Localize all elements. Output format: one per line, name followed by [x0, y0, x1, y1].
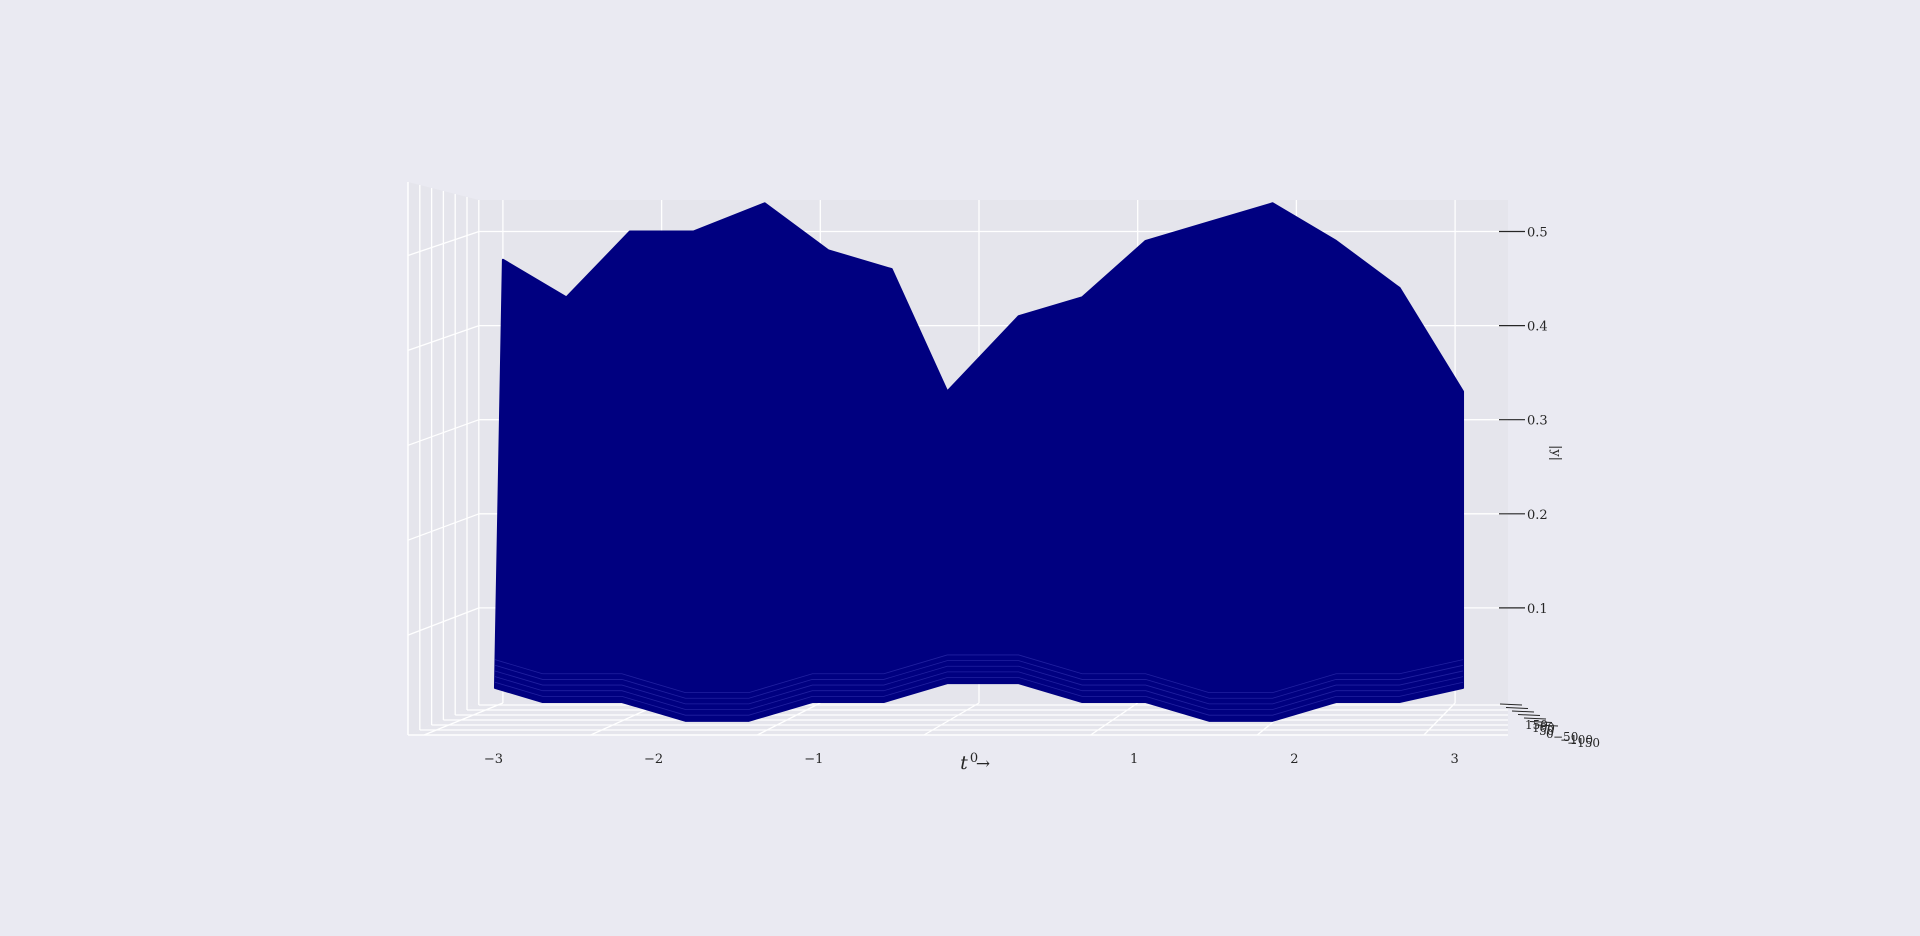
surface-mesh-line [494, 677, 1464, 716]
z-tick-label: 0.3 [1527, 414, 1548, 429]
z-tick-label: 0.5 [1527, 226, 1548, 241]
x-tick-label: 3 [1450, 752, 1458, 767]
x-axis-arrow: → [976, 754, 990, 774]
depth-tick-mark [1517, 714, 1541, 716]
depth-tick-label: 100 [1532, 721, 1555, 735]
z-tick-label: 0.2 [1527, 508, 1548, 523]
x-axis-label: t [960, 752, 968, 774]
depth-tick-label: −50 [1553, 730, 1578, 744]
z-ticks: 0.1 0.2 0.3 0.4 0.5 [1499, 226, 1548, 617]
depth-tick-label: −100 [1560, 733, 1593, 747]
depth-tick-mark [1499, 703, 1523, 706]
depth-tick-mark [1523, 717, 1547, 720]
x-tick-label: 0 [970, 751, 978, 766]
x-tick-label: −3 [484, 752, 503, 767]
surface-mesh-line [494, 660, 1464, 699]
x-tick-label: −1 [804, 752, 823, 767]
depth-tick-mark [1529, 721, 1553, 723]
x-tick-label: −2 [644, 752, 663, 767]
depth-tick-label: 50 [1539, 724, 1554, 738]
surface-mesh-line [494, 665, 1464, 705]
z-tick-label: 0.1 [1527, 602, 1548, 617]
depth-tick-mark [1535, 724, 1559, 727]
z-tick-label: 0.4 [1527, 320, 1548, 335]
surface-body [493, 202, 1465, 722]
surface-mesh [493, 202, 1465, 722]
x-tick-label: 1 [1130, 752, 1138, 767]
x-tick-labels: −3 −2 −1 0 1 2 3 [484, 751, 1459, 767]
x-tick-label: 2 [1290, 752, 1298, 767]
depth-tick-mark [1511, 710, 1535, 713]
depth-tick-mark [1505, 707, 1529, 709]
z-axis-label: |y| [1548, 445, 1563, 461]
surface-mesh-line [494, 654, 1464, 693]
depth-tick-label: 0 [1546, 727, 1554, 741]
depth-tick-label: −150 [1567, 736, 1600, 750]
surface-mesh-line [494, 671, 1464, 710]
